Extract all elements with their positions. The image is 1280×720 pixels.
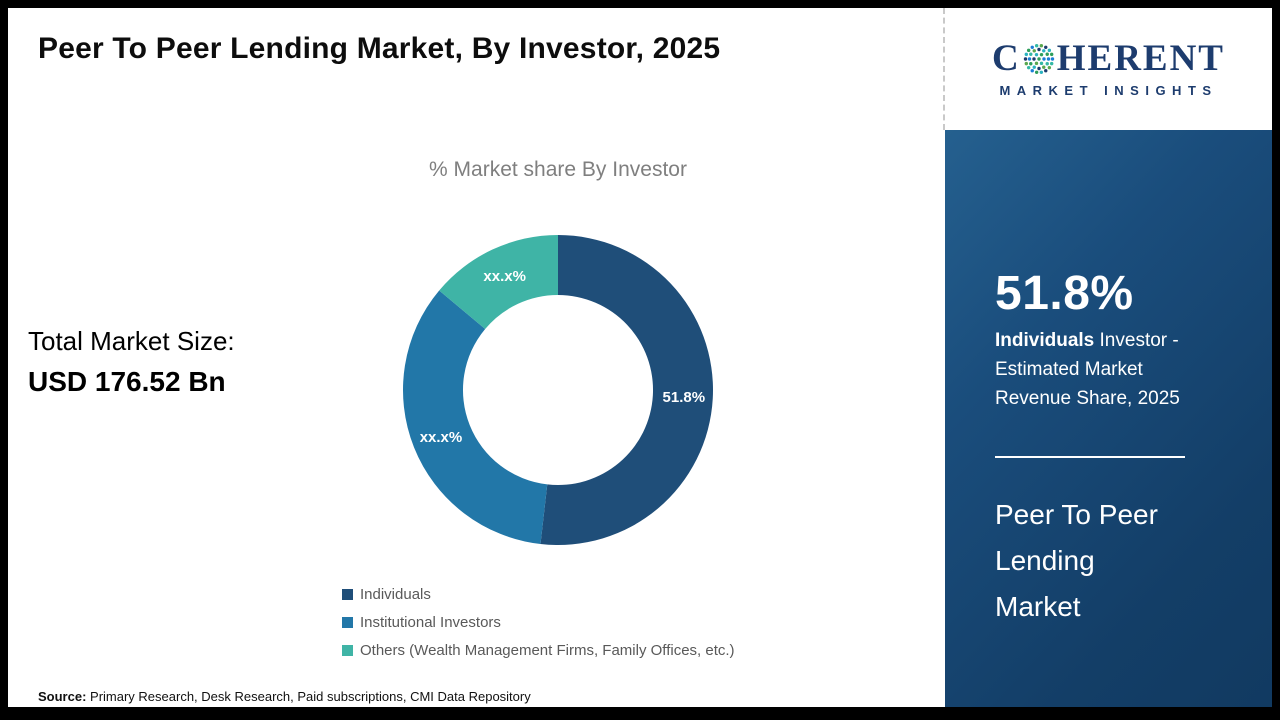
panel-market-title: Peer To Peer Lending Market (995, 492, 1158, 630)
share-desc-line3: Revenue Share, 2025 (995, 388, 1180, 409)
logo-dot-sphere-icon (1023, 43, 1054, 74)
right-summary-panel: 51.8% Individuals Investor - Estimated M… (945, 130, 1272, 707)
legend-label: Institutional Investors (360, 614, 501, 631)
donut-slice-3 (439, 235, 558, 329)
donut-slice-2 (403, 290, 548, 545)
donut-slice-label-2: xx.x% (420, 429, 463, 446)
source-line: Source: Primary Research, Desk Research,… (38, 689, 531, 704)
total-market-size-block: Total Market Size: USD 176.52 Bn (28, 326, 235, 398)
panel-divider (995, 456, 1185, 458)
brand-logo-subtext: MARKET INSIGHTS (999, 83, 1218, 98)
headline-share-description: Individuals Investor - Estimated Market … (995, 326, 1180, 413)
infographic-canvas: Peer To Peer Lending Market, By Investor… (8, 8, 1272, 707)
source-text: Primary Research, Desk Research, Paid su… (86, 689, 531, 704)
total-market-size-value: USD 176.52 Bn (28, 366, 226, 397)
legend-swatch-icon (342, 617, 353, 628)
market-title-line1: Peer To Peer (995, 499, 1158, 530)
donut-slice-label-3: xx.x% (483, 268, 526, 285)
legend-item-1: Individuals (342, 586, 735, 603)
market-title-line3: Market (995, 591, 1081, 622)
legend-item-3: Others (Wealth Management Firms, Family … (342, 642, 735, 659)
legend-label: Individuals (360, 586, 431, 603)
logo-letter-c: C (992, 38, 1021, 79)
brand-logo-wordmark: C HERENT (992, 40, 1225, 77)
donut-slice-1 (540, 235, 713, 545)
logo-letters-rest: HERENT (1056, 38, 1225, 79)
legend-swatch-icon (342, 645, 353, 656)
donut-slice-label-1: 51.8% (663, 389, 706, 406)
share-desc-segment-bold: Individuals (995, 330, 1095, 351)
legend-item-2: Institutional Investors (342, 614, 735, 631)
share-desc-line2: Estimated Market (995, 359, 1143, 380)
source-label: Source: (38, 689, 87, 704)
market-title-line2: Lending (995, 545, 1095, 576)
chart-legend: Individuals Institutional Investors Other… (342, 586, 735, 659)
brand-logo: C HERENT MARKET INSIGHTS (943, 8, 1272, 130)
total-market-size-label: Total Market Size: (28, 326, 235, 356)
page-title: Peer To Peer Lending Market, By Investor… (38, 32, 721, 65)
headline-share-value: 51.8% (995, 267, 1134, 320)
share-desc-segment-rest: Investor - (1094, 330, 1179, 351)
share-desc-line1: Individuals Investor - (995, 326, 1180, 355)
legend-label: Others (Wealth Management Firms, Family … (360, 642, 735, 659)
legend-swatch-icon (342, 589, 353, 600)
donut-chart: 51.8% xx.x% xx.x% (403, 235, 713, 545)
chart-title: % Market share By Investor (429, 158, 687, 181)
